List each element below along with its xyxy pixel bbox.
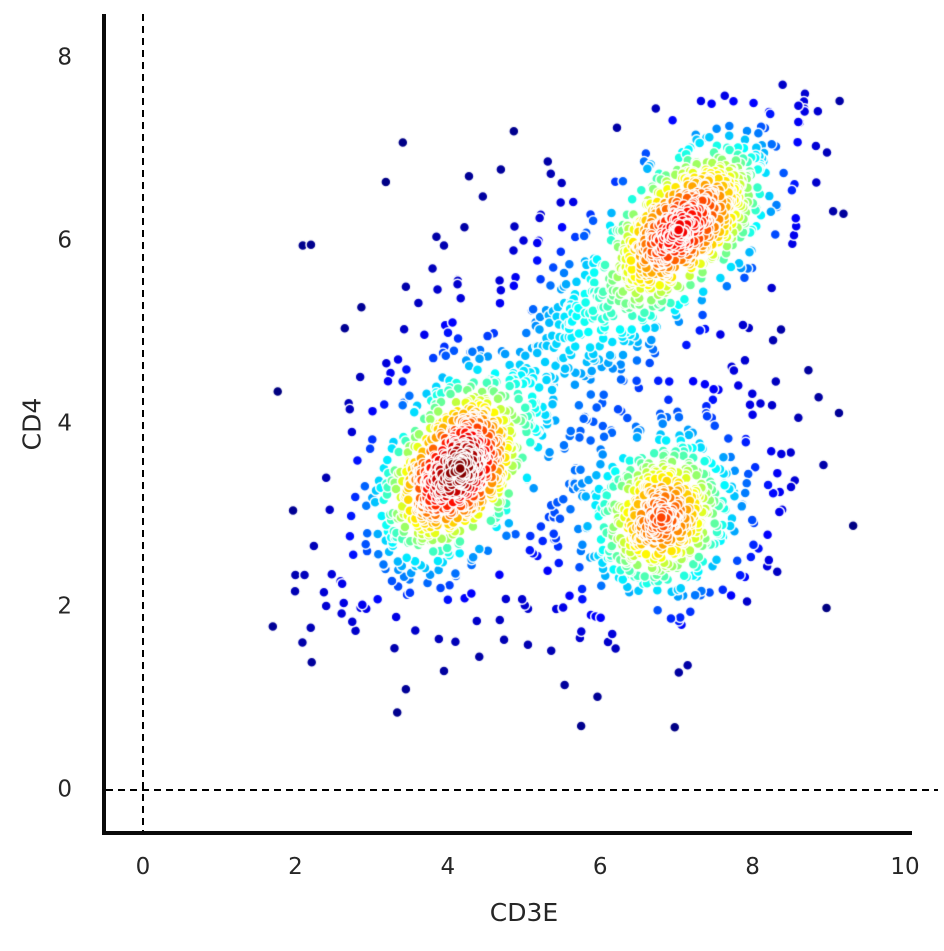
x-tick-label: 4 (440, 854, 456, 880)
x-tick-label: 10 (890, 854, 920, 880)
y-axis-label: CD4 (17, 397, 47, 451)
y-tick-label: 8 (57, 44, 72, 71)
x-tick-label: 2 (288, 854, 303, 880)
x-tick-label: 6 (592, 854, 608, 880)
x-tick-label: 0 (135, 854, 151, 880)
x-tick-label: 8 (745, 854, 760, 880)
y-tick-label: 6 (57, 227, 72, 254)
y-tick-label: 2 (57, 593, 72, 620)
y-tick-label: 0 (57, 776, 72, 803)
y-tick-label: 4 (57, 410, 72, 437)
x-axis-label: CD3E (489, 898, 559, 927)
